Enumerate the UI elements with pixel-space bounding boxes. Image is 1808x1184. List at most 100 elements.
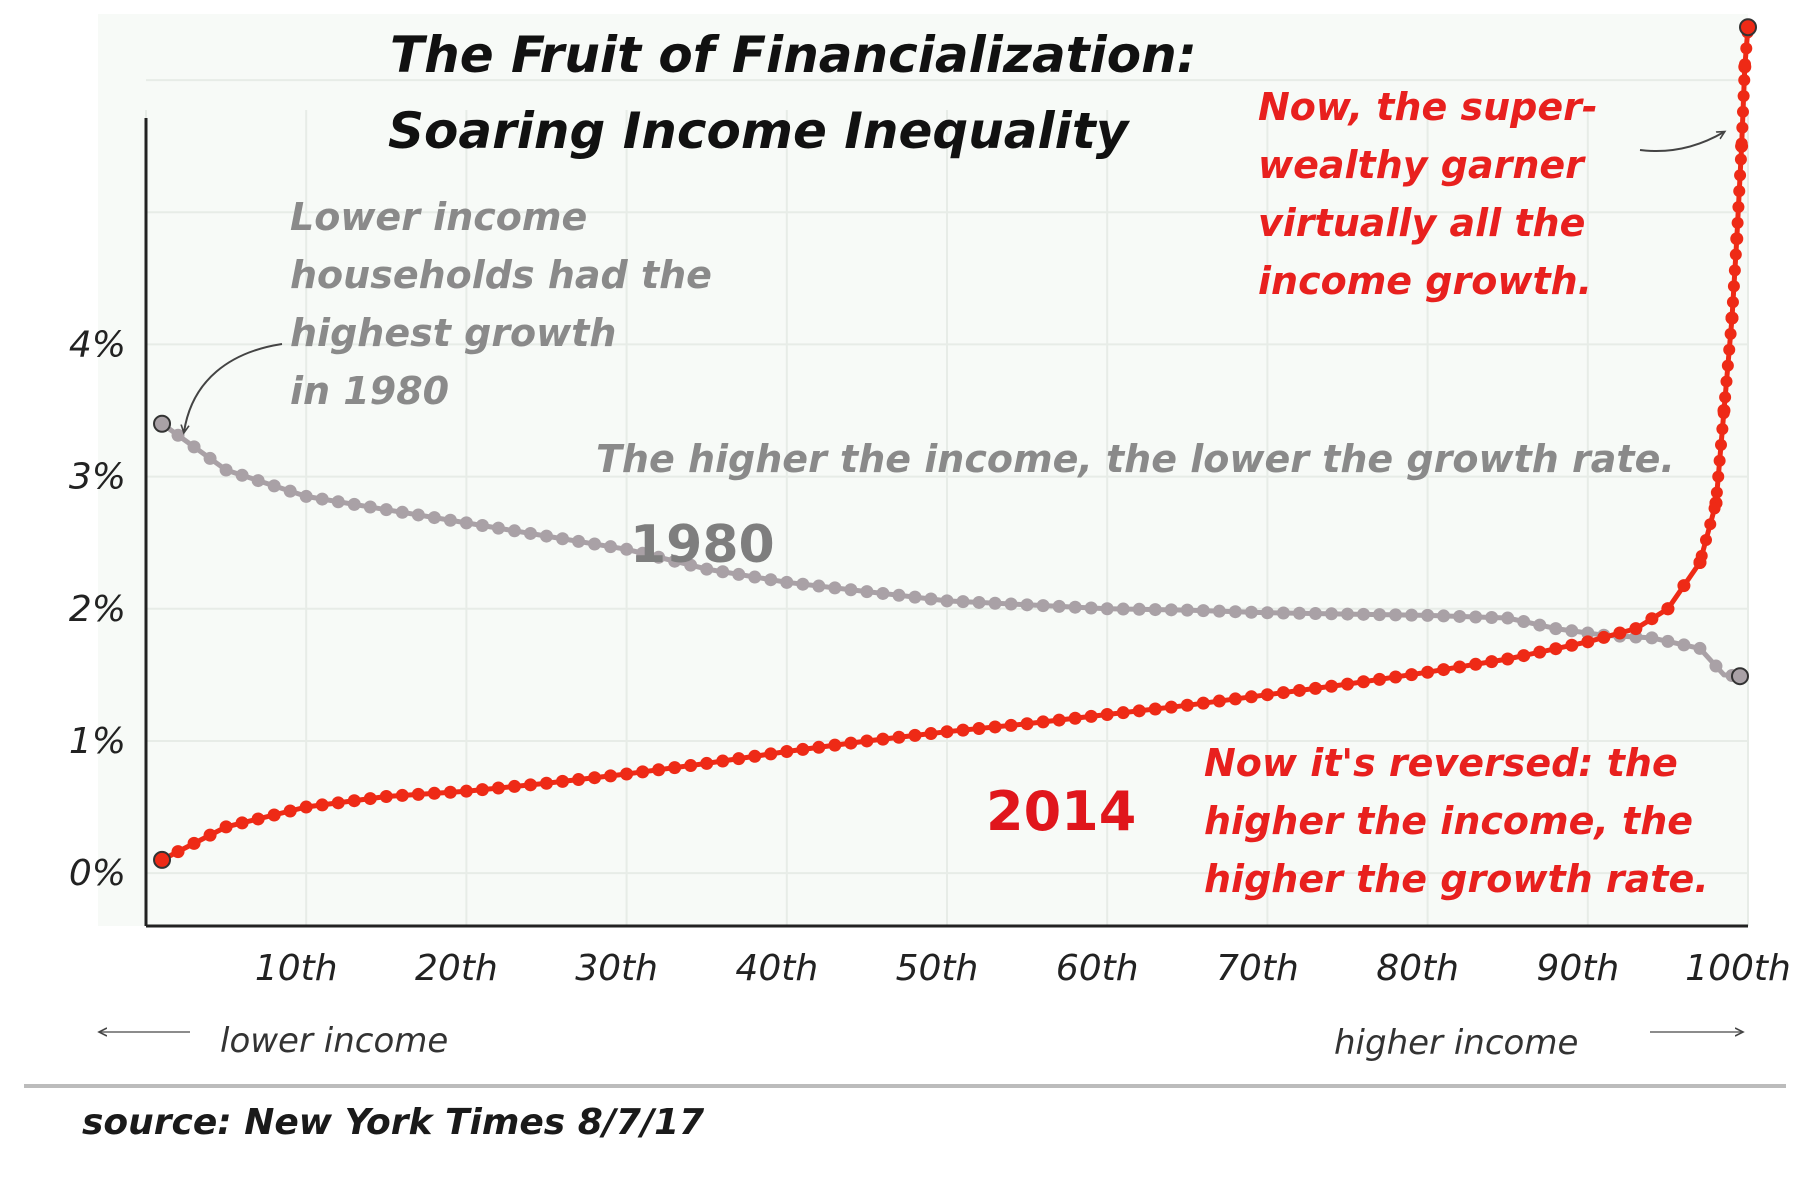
point-2014 [507, 779, 521, 793]
point-1980 [812, 579, 826, 593]
point-2014 [1533, 645, 1547, 659]
point-2014 [1373, 672, 1387, 686]
point-1980 [844, 583, 858, 597]
point-1980 [459, 516, 473, 530]
point-2014 [1737, 89, 1750, 102]
point-1980 [363, 500, 377, 514]
point-2014 [892, 730, 906, 744]
point-2014 [1196, 696, 1210, 710]
point-2014 [972, 722, 986, 736]
lower-income-note-line4: in 1980 [290, 369, 449, 413]
x-tick-label: 80th [1376, 948, 1459, 989]
x-tick-label: 70th [1216, 948, 1299, 989]
point-2014 [1645, 612, 1659, 626]
point-2014 [1716, 423, 1729, 436]
point-2014 [1405, 668, 1419, 682]
point-2014 [1733, 185, 1746, 198]
point-2014 [1727, 280, 1740, 293]
point-2014 [764, 747, 778, 761]
point-2014 [1725, 312, 1738, 324]
point-1980 [636, 546, 650, 560]
point-2014 [411, 787, 425, 801]
point-2014 [1244, 690, 1258, 704]
point-1980 [956, 595, 970, 609]
point-2014 [1549, 642, 1563, 656]
y-tick-label: 4% [69, 324, 126, 365]
point-2014 [1734, 169, 1747, 182]
reversed-annotation: Now it's reversed: the higher the income… [1204, 741, 1709, 901]
point-2014 [1736, 105, 1749, 118]
lower-income-indicator: lower income [100, 1021, 448, 1061]
point-2014 [1116, 706, 1130, 720]
point-1980 [924, 592, 938, 606]
reversed-note-line2: higher the income, the [1204, 799, 1693, 843]
point-1980 [1421, 608, 1435, 622]
lower-income-note-line3: highest growth [290, 311, 617, 355]
endpoint-marker-2014 [1739, 18, 1757, 37]
plot-background [98, 14, 1748, 926]
point-1980 [1341, 607, 1354, 621]
point-1980 [299, 489, 313, 503]
point-2014 [1719, 391, 1732, 404]
point-1980 [588, 537, 602, 551]
point-1980 [556, 532, 570, 546]
point-1980 [347, 497, 361, 511]
point-1980 [1485, 611, 1499, 625]
point-1980 [1517, 615, 1531, 629]
point-2014 [1437, 663, 1451, 677]
point-2014 [1180, 698, 1194, 712]
point-2014 [1341, 677, 1354, 691]
point-1980 [219, 463, 233, 477]
point-2014 [1613, 626, 1627, 640]
point-1980 [972, 595, 986, 609]
point-2014 [1736, 121, 1749, 134]
point-2014 [1708, 502, 1721, 515]
point-2014 [956, 723, 970, 737]
super-wealthy-note-line4: income growth. [1258, 259, 1592, 303]
point-2014 [572, 773, 586, 787]
super-wealthy-annotation: Now, the super- wealthy garner virtually… [1258, 85, 1724, 303]
point-1980 [604, 540, 618, 554]
point-1980 [1068, 600, 1082, 614]
y-tick-label: 1% [69, 721, 126, 762]
point-2014 [1100, 708, 1114, 722]
point-1980 [860, 585, 874, 599]
point-1980 [1357, 607, 1371, 621]
point-2014 [796, 742, 810, 756]
point-1980 [876, 586, 890, 600]
point-1980 [780, 575, 794, 589]
point-1980 [908, 590, 922, 604]
point-2014 [459, 784, 473, 798]
point-2014 [1714, 438, 1727, 451]
point-1980 [523, 526, 537, 540]
point-2014 [1717, 407, 1730, 420]
point-2014 [1132, 704, 1146, 718]
point-2014 [379, 789, 393, 803]
point-2014 [1712, 470, 1725, 483]
point-1980 [1324, 607, 1338, 621]
point-1980 [1276, 606, 1290, 620]
point-2014 [1695, 549, 1708, 562]
point-1980 [1389, 608, 1403, 622]
x-tick-label: 30th [575, 948, 658, 989]
point-2014 [1720, 375, 1733, 388]
y-tick-labels: 0% 1% 2% 3% 4% [69, 324, 126, 894]
point-1980 [828, 581, 842, 595]
point-1980 [1260, 606, 1274, 620]
point-1980 [1373, 608, 1387, 622]
point-2014 [924, 727, 938, 741]
series-label-1980: 1980 [630, 515, 775, 575]
point-2014 [363, 792, 377, 806]
point-1980 [1100, 602, 1114, 616]
point-2014 [475, 783, 489, 797]
point-1980 [203, 451, 217, 465]
point-1980 [1228, 605, 1242, 619]
point-2014 [700, 756, 714, 770]
point-1980 [1244, 605, 1258, 619]
point-1980 [251, 474, 265, 488]
point-2014 [235, 816, 249, 830]
point-2014 [812, 740, 826, 754]
point-1980 [1148, 603, 1162, 617]
chart-title-line2: Soaring Income Inequality [388, 102, 1131, 160]
